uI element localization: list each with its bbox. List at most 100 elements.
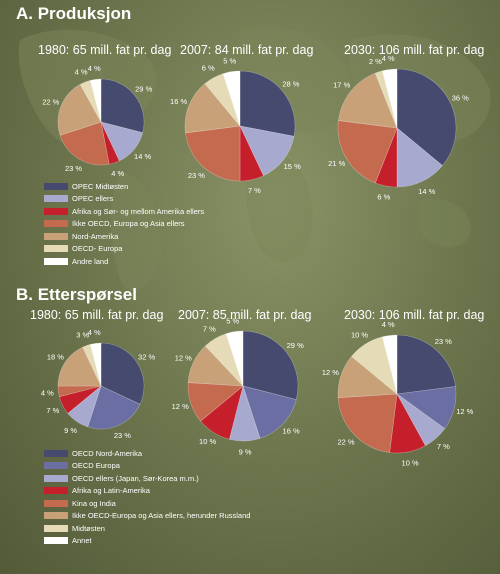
pie-data-label: 7 % xyxy=(437,442,450,451)
pie-data-label: 6 % xyxy=(377,192,390,201)
pie-slice xyxy=(89,342,102,387)
pie-slice xyxy=(100,342,145,405)
chart-title-production-2007: 2007: 84 mill. fat pr. dag xyxy=(180,43,314,57)
pie-slice xyxy=(239,125,295,177)
pie-data-label: 6 % xyxy=(202,64,215,73)
pie-slice xyxy=(89,78,102,123)
legend-item-ikke-oecd: Ikke OECD, Europa og Asia ellers xyxy=(44,218,204,231)
legend-label: Ikke OECD-Europa og Asia ellers, herunde… xyxy=(72,511,251,521)
pie-data-label: 14 % xyxy=(418,187,435,196)
pie-data-label: 23 % xyxy=(114,431,131,440)
pie-slice xyxy=(59,121,110,166)
pie-slice xyxy=(57,346,102,387)
pie-slice xyxy=(242,385,297,439)
legend-swatch xyxy=(44,182,68,190)
pie-data-label: 10 % xyxy=(351,330,368,339)
pie-data-label: 10 % xyxy=(199,437,216,446)
legend-label: OECD Europa xyxy=(72,461,120,471)
chart-title-demand-2007: 2007: 85 mill. fat pr. dag xyxy=(178,308,312,322)
legend-swatch xyxy=(44,462,68,470)
legend-label: Annet xyxy=(72,536,92,546)
legend-swatch xyxy=(44,537,68,545)
pie-slice xyxy=(57,83,102,136)
pie-data-label: 22 % xyxy=(337,437,354,446)
pie-slice xyxy=(225,330,244,387)
legend-label: OPEC Midtøsten xyxy=(72,181,129,191)
legend-swatch xyxy=(44,257,68,265)
pie-chart-3: 32 %23 %9 %7 %4 %18 %3 %4 % xyxy=(41,328,156,440)
pie-data-label: 4 % xyxy=(88,64,101,73)
pie-data-label: 9 % xyxy=(239,448,252,457)
pie-slice xyxy=(187,345,244,387)
pie-slice xyxy=(100,121,120,165)
pie-data-label: 4 % xyxy=(382,54,395,63)
legend-demand: OECD Nord-Amerika OECD Europa OECD eller… xyxy=(44,447,250,547)
legend-item-midtosten: Midtøsten xyxy=(44,522,250,535)
pie-slice xyxy=(100,121,144,162)
pie-slice xyxy=(228,384,261,442)
pie-slice xyxy=(204,333,244,387)
pie-data-label: 10 % xyxy=(402,458,419,467)
pie-slice xyxy=(396,334,456,395)
pie-data-label: 12 % xyxy=(172,402,189,411)
legend-item-opec-midtosten: OPEC Midtøsten xyxy=(44,180,204,193)
chart-title-demand-2030: 2030: 106 mill. fat pr. dag xyxy=(344,308,485,322)
legend-swatch xyxy=(44,512,68,520)
legend-swatch xyxy=(44,220,68,228)
pie-data-label: 12 % xyxy=(322,368,339,377)
legend-label: OECD Nord-Amerika xyxy=(72,448,143,458)
pie-slice xyxy=(338,72,398,129)
legend-swatch xyxy=(44,499,68,507)
pie-data-label: 29 % xyxy=(287,341,304,350)
legend-label: Afrika og Sør- og mellom Amerika ellers xyxy=(72,206,205,216)
pie-data-label: 7 % xyxy=(46,406,59,415)
pie-data-label: 16 % xyxy=(170,97,187,106)
pie-chart-5: 23 % 12 % 7 % 10 % 22 % 12 % 10 % 4 % xyxy=(322,320,474,467)
legend-item-afrika-latin-amerika: Afrika og Latin-Amerika xyxy=(44,485,250,498)
legend-item-oecd-europa: OECD Europa xyxy=(44,460,250,473)
pie-data-label: 23 % xyxy=(188,171,205,180)
pie-slice xyxy=(337,393,398,453)
pie-data-label: 36 % xyxy=(452,94,469,103)
pie-data-label: 16 % xyxy=(283,427,300,436)
chart-title-production-2030: 2030: 106 mill. fat pr. dag xyxy=(344,43,485,57)
legend-item-nord-amerika: Nord-Amerika xyxy=(44,230,204,243)
legend-swatch xyxy=(44,524,68,532)
pie-data-label: 12 % xyxy=(175,353,192,362)
pie-slice xyxy=(242,330,299,401)
pie-slice xyxy=(187,382,244,422)
pie-slice xyxy=(185,125,241,182)
pie-slice xyxy=(374,127,398,188)
pie-slice xyxy=(389,393,426,454)
pie-slice xyxy=(396,127,443,188)
pie-data-label: 23 % xyxy=(435,337,452,346)
pie-slice xyxy=(381,334,398,395)
pie-data-label: 32 % xyxy=(138,353,155,362)
legend-swatch xyxy=(44,245,68,253)
pie-data-label: 2 % xyxy=(369,57,382,66)
legend-label: Ikke OECD, Europa og Asia ellers xyxy=(72,219,185,229)
pie-slice xyxy=(337,355,398,399)
pie-slice xyxy=(396,68,457,167)
pie-chart-4: 29 % 16 % 9 % 10 % 12 % 12 % 7 % 5 % xyxy=(172,316,304,456)
legend-item-oecd-ellers: OECD ellers (Japan, Sør-Korea m.m.) xyxy=(44,472,250,485)
pie-slice xyxy=(396,386,457,430)
legend-label: OECD ellers (Japan, Sør-Korea m.m.) xyxy=(72,473,199,483)
pie-slice xyxy=(82,343,102,387)
pie-data-label: 28 % xyxy=(282,79,299,88)
pie-data-label: 22 % xyxy=(42,98,59,107)
pie-slice xyxy=(204,73,241,127)
pie-slice xyxy=(337,120,398,184)
pie-data-label: 4 % xyxy=(382,320,395,329)
pie-chart-2: 36 % 14 % 6 % 21 % 17 % 2 % 4 % xyxy=(328,54,469,201)
pie-slice xyxy=(239,70,296,137)
legend-label: Andre land xyxy=(72,256,109,266)
legend-label: Midtøsten xyxy=(72,523,105,533)
pie-data-label: 7 % xyxy=(203,325,216,334)
legend-item-kina-india: Kina og India xyxy=(44,497,250,510)
pie-chart-0: 29 %14 %4 %23 %22 %4 % 4 % xyxy=(42,64,152,178)
legend-item-annet: Annet xyxy=(44,535,250,548)
pie-slice xyxy=(184,83,241,134)
legend-label: Nord-Amerika xyxy=(72,231,119,241)
